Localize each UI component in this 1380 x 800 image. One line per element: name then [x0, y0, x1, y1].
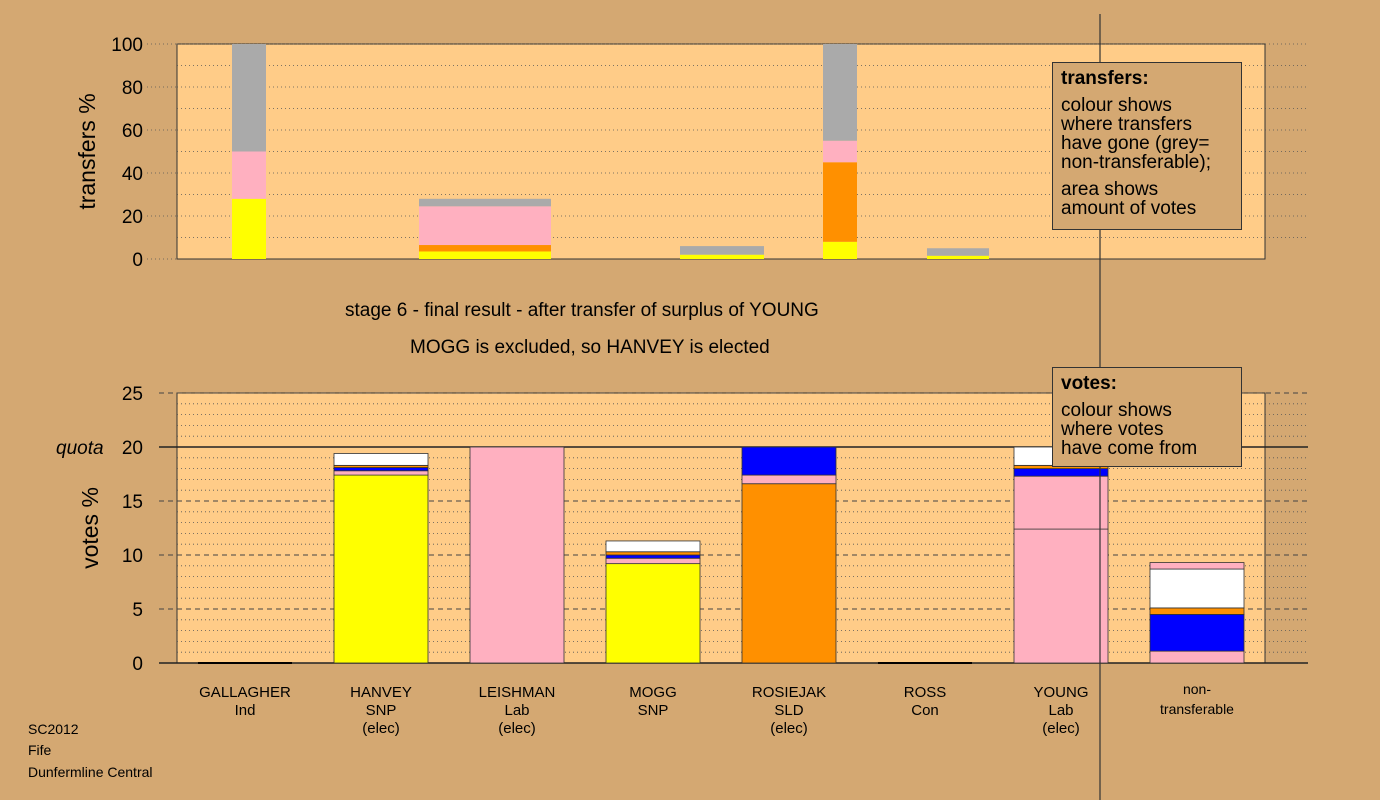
- candidate-label: ROSS: [904, 684, 947, 701]
- votes-legend-title: votes:: [1061, 373, 1117, 394]
- candidate-label: (elec): [1042, 720, 1080, 737]
- transfer-segment: [419, 206, 551, 246]
- transfer-segment: [927, 248, 989, 256]
- quota-label: quota: [56, 438, 104, 459]
- legend-line: have come from: [1061, 438, 1198, 459]
- candidate-label: Ind: [235, 702, 256, 719]
- footer-council: Fife: [28, 742, 52, 758]
- transfers-tick-label: 20: [122, 207, 143, 228]
- vote-segment: [333, 474, 429, 664]
- transfer-segment: [823, 241, 857, 259]
- transfer-segment: [419, 251, 551, 259]
- legend-line: colour shows: [1061, 95, 1172, 116]
- vote-segment: [333, 470, 429, 476]
- candidate-label: YOUNG: [1033, 684, 1088, 701]
- votes-axis-label: votes %: [77, 487, 103, 569]
- transfers-tick-label: 100: [111, 35, 143, 56]
- candidate-label: ROSIEJAK: [752, 684, 826, 701]
- candidate-label: Con: [911, 702, 939, 719]
- transfer-segment: [419, 198, 551, 207]
- votes-tick-label: 5: [132, 600, 143, 621]
- vote-segment: [333, 467, 429, 472]
- transfers-tick-label: 40: [122, 164, 143, 185]
- vote-segment: [1149, 562, 1245, 570]
- candidate-label: (elec): [498, 720, 536, 737]
- nontransferable-label: transferable: [1160, 701, 1234, 717]
- vote-segment: [605, 551, 701, 556]
- transfer-segment: [823, 140, 857, 163]
- nontransferable-label: non-: [1183, 681, 1211, 697]
- candidate-label: SNP: [366, 702, 397, 719]
- transfers-legend-text: colour shows where transfers have gone (…: [1061, 96, 1233, 172]
- legend-line: colour shows: [1061, 400, 1172, 421]
- votes-tick-label: 20: [122, 438, 143, 459]
- votes-tick-label: 0: [132, 654, 143, 675]
- vote-segment: [1149, 607, 1245, 615]
- transfer-segment: [823, 44, 857, 141]
- candidate-label: HANVEY: [350, 684, 412, 701]
- transfers-tick-label: 60: [122, 121, 143, 142]
- candidate-label: (elec): [770, 720, 808, 737]
- vote-segment: [741, 446, 837, 476]
- transfer-segment: [232, 151, 266, 199]
- transfer-segment: [823, 162, 857, 242]
- vote-segment: [605, 557, 701, 565]
- vote-segment: [741, 474, 837, 485]
- transfer-segment: [419, 245, 551, 252]
- votes-legend: votes: colour shows where votes have com…: [1052, 367, 1242, 467]
- legend-line: where transfers: [1061, 114, 1192, 135]
- transfer-segment: [927, 255, 989, 259]
- vote-segment: [605, 554, 701, 559]
- legend-line: where votes: [1061, 419, 1164, 440]
- transfers-legend-text-2: area shows amount of votes: [1061, 180, 1233, 218]
- vote-segment: [741, 483, 837, 664]
- footer-year: SC2012: [28, 721, 79, 737]
- vote-segment: [333, 453, 429, 466]
- candidate-label: GALLAGHER: [199, 684, 291, 701]
- transfer-segment: [680, 246, 764, 255]
- transfers-tick-label: 0: [132, 250, 143, 271]
- vote-segment: [469, 446, 565, 664]
- vote-segment: [1013, 468, 1109, 477]
- candidate-label: SLD: [774, 702, 803, 719]
- candidate-label: LEISHMAN: [479, 684, 556, 701]
- vote-segment: [1013, 528, 1109, 664]
- candidate-label: Lab: [1048, 702, 1073, 719]
- transfers-legend-title: transfers:: [1061, 68, 1149, 89]
- votes-tick-label: 25: [122, 384, 143, 405]
- transfer-segment: [232, 198, 266, 259]
- transfer-segment: [232, 44, 266, 152]
- transfers-tick-label: 80: [122, 78, 143, 99]
- vote-segment: [1149, 568, 1245, 609]
- transfers-legend: transfers: colour shows where transfers …: [1052, 62, 1242, 230]
- votes-tick-label: 10: [122, 546, 143, 567]
- candidate-label: (elec): [362, 720, 400, 737]
- candidate-label: Lab: [504, 702, 529, 719]
- transfers-axis-label: transfers %: [74, 93, 100, 209]
- outcome-caption: MOGG is excluded, so HANVEY is elected: [410, 337, 770, 358]
- transfer-segment: [680, 254, 764, 259]
- candidate-label: SNP: [638, 702, 669, 719]
- vote-segment: [1013, 475, 1109, 530]
- candidate-label: MOGG: [629, 684, 677, 701]
- legend-line: amount of votes: [1061, 198, 1197, 219]
- legend-line: area shows: [1061, 179, 1159, 200]
- votes-legend-text: colour shows where votes have come from: [1061, 401, 1233, 458]
- stage-caption: stage 6 - final result - after transfer …: [345, 300, 819, 321]
- footer-ward: Dunfermline Central: [28, 764, 153, 780]
- legend-line: non-transferable);: [1061, 152, 1211, 173]
- legend-line: have gone (grey=: [1061, 133, 1210, 154]
- vote-segment: [605, 563, 701, 664]
- vote-segment: [1149, 650, 1245, 664]
- vote-segment: [605, 540, 701, 553]
- vote-segment: [1149, 614, 1245, 652]
- votes-tick-label: 15: [122, 492, 143, 513]
